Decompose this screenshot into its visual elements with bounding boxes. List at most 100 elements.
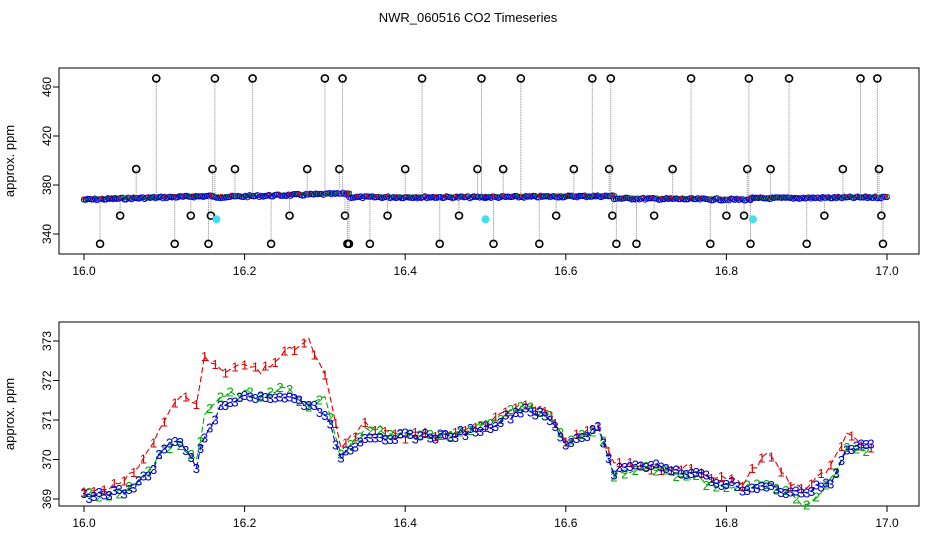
series-3-point: 3	[236, 390, 243, 405]
series-2-point: 2	[713, 480, 720, 495]
series-3-point: 3	[337, 451, 344, 466]
series-1-point: 1	[502, 404, 509, 419]
series-3-point: 3	[442, 427, 449, 442]
series-1-point: 1	[352, 429, 359, 444]
y-tick-label: 370	[40, 449, 54, 469]
series-3-point: 3	[457, 423, 464, 438]
outlier-point	[612, 239, 621, 249]
series-3-point: 3	[568, 435, 575, 450]
outlier-point	[878, 239, 888, 249]
series-3-point: 3	[632, 457, 639, 472]
outlier-point	[383, 211, 392, 220]
x-tick-label: 16.6	[554, 264, 578, 278]
series-3-point: 3	[281, 390, 288, 405]
series-3-point: 3	[822, 476, 829, 491]
outlier-point	[131, 164, 141, 174]
baseline-point-3	[651, 195, 659, 202]
series-2-point: 2	[437, 428, 444, 443]
x-tick-label: 17.0	[875, 516, 899, 530]
series-3-point: 3	[305, 398, 312, 413]
outlier-point	[535, 239, 544, 249]
series-1-point: 1	[140, 451, 147, 466]
series-3-point: 3	[713, 476, 720, 491]
series-3-point: 3	[80, 486, 87, 501]
series-1-point: 1	[442, 428, 449, 443]
outlier-point	[744, 74, 754, 83]
series-3-point: 3	[698, 466, 705, 481]
series-3-point: 3	[150, 462, 157, 477]
series-1-point: 1	[768, 449, 775, 464]
outlier-point	[498, 164, 508, 174]
series-3-point: 3	[853, 439, 860, 454]
series-3-point: 3	[397, 427, 404, 442]
series-3-point: 3	[357, 434, 364, 449]
series-3-point: 3	[610, 467, 617, 482]
series-2-point: 2	[246, 384, 253, 399]
series-3-point: 3	[206, 421, 213, 436]
series-2-point: 2	[673, 469, 680, 484]
x-tick-label: 16.0	[72, 264, 96, 278]
baseline-point-3	[230, 193, 238, 200]
bottom-x-axis: 16.0 16.2 16.4 16.6 16.8 17.0	[72, 506, 899, 530]
series-3-point: 3	[758, 479, 765, 494]
series-1-point: 1	[371, 423, 378, 438]
outlier-point	[608, 211, 617, 220]
series-3-point: 3	[300, 398, 307, 413]
series-1-point: 1	[718, 469, 725, 484]
series-1-point: 1	[222, 365, 229, 380]
series-1-point: 1	[130, 465, 137, 480]
series-2-point: 2	[257, 390, 264, 405]
outlier-point	[551, 211, 561, 220]
series-3-point: 3	[327, 416, 334, 431]
series-3-point: 3	[863, 437, 870, 452]
series-3-point: 3	[792, 484, 799, 499]
y-tick-label: 369	[40, 489, 54, 509]
series-3-point: 3	[578, 430, 585, 445]
series-3-point: 3	[512, 405, 519, 420]
outlier-point	[477, 74, 486, 83]
outlier-point	[632, 239, 641, 249]
series-3-point: 3	[342, 444, 349, 459]
series-3-point: 3	[527, 405, 534, 420]
series-1-point: 1	[121, 474, 128, 489]
baseline-point-2	[885, 194, 891, 199]
series-1-point: 1	[551, 416, 558, 431]
series-2-point: 2	[693, 468, 700, 483]
baseline-point-1	[884, 194, 888, 198]
outlier-point	[417, 74, 427, 83]
series-3-point: 3	[768, 478, 775, 493]
series-1-point: 1	[637, 459, 644, 474]
series-3-point: 3	[472, 425, 479, 440]
series-3-point: 3	[212, 412, 219, 427]
outlier-point	[302, 164, 312, 174]
top-y-axis: 340 380 420 460	[40, 77, 59, 244]
series-2-point: 2	[206, 401, 213, 416]
baseline-point-3	[644, 195, 651, 202]
series-3-point: 3	[222, 398, 229, 413]
series-3-point: 3	[412, 432, 419, 447]
outlier-point	[489, 239, 498, 249]
series-1-point: 1	[573, 426, 580, 441]
x-tick-label: 16.8	[715, 516, 739, 530]
series-3-point: 3	[291, 391, 298, 406]
series-3-point: 3	[140, 468, 147, 483]
series-1-point: 1	[332, 416, 339, 431]
series-2-point: 2	[773, 481, 780, 496]
series-1-line	[83, 337, 872, 492]
series-3-point: 3	[201, 431, 208, 446]
series-2-point: 2	[85, 485, 92, 500]
series-3-point: 3	[371, 431, 378, 446]
bottom-y-axis: 369 370 371 372 373	[40, 331, 59, 509]
outlier-point	[569, 164, 579, 174]
series-3-point: 3	[296, 392, 303, 407]
series-3-point: 3	[773, 483, 780, 498]
series-1-point: 1	[361, 415, 368, 430]
series-2-point: 2	[843, 440, 850, 455]
y-tick-label: 371	[40, 410, 54, 430]
series-3-point: 3	[171, 434, 178, 449]
outlier-point	[820, 211, 829, 220]
outlier-point	[856, 74, 865, 83]
y-tick-label: 340	[40, 224, 54, 244]
series-2-point: 2	[347, 437, 354, 452]
